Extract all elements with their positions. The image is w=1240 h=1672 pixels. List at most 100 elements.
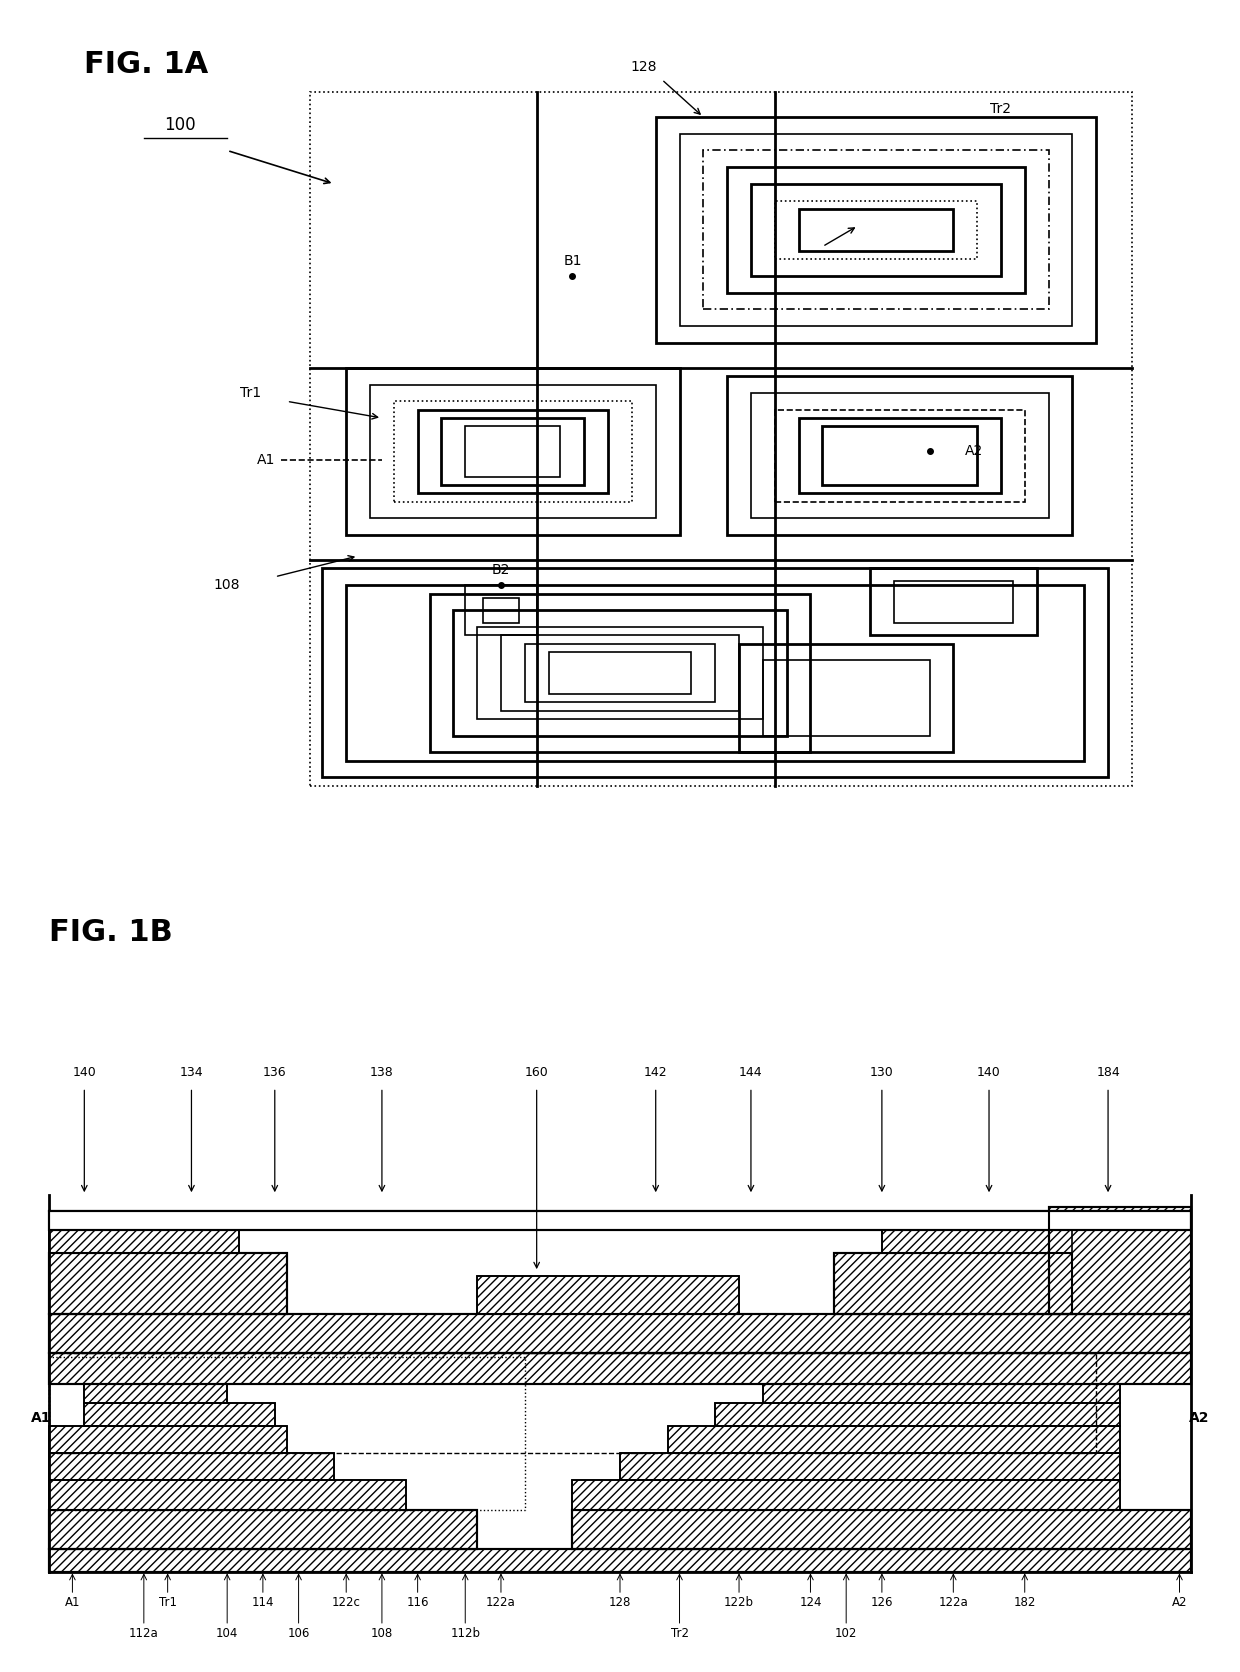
Bar xyxy=(727,167,1024,293)
Bar xyxy=(715,1403,1120,1426)
Text: 184: 184 xyxy=(1096,1065,1120,1078)
Text: 134: 134 xyxy=(180,1065,203,1078)
Bar xyxy=(751,393,1049,518)
Text: A1: A1 xyxy=(31,1411,51,1425)
Text: 106: 106 xyxy=(288,1627,310,1640)
Bar xyxy=(656,117,1096,343)
Bar xyxy=(620,1453,1120,1480)
Bar xyxy=(48,1314,1192,1353)
Text: A2: A2 xyxy=(1172,1597,1187,1608)
Bar xyxy=(775,201,977,259)
Bar xyxy=(835,1252,1073,1314)
Text: 138: 138 xyxy=(370,1065,394,1078)
Bar xyxy=(727,376,1073,535)
Bar xyxy=(84,1403,275,1426)
Bar xyxy=(48,1231,239,1252)
Text: 122b: 122b xyxy=(724,1597,754,1608)
Bar xyxy=(573,1510,1192,1548)
Text: A1: A1 xyxy=(64,1597,81,1608)
Bar xyxy=(48,1314,1192,1353)
Text: Tr2: Tr2 xyxy=(671,1627,688,1640)
Bar xyxy=(573,1480,1120,1510)
Text: 144: 144 xyxy=(739,1065,763,1078)
Text: 182: 182 xyxy=(1013,1597,1035,1608)
Bar xyxy=(703,150,1049,309)
Bar xyxy=(84,1384,227,1403)
Bar xyxy=(48,1548,1192,1572)
Bar xyxy=(1049,1207,1192,1314)
Bar xyxy=(667,1426,1120,1453)
Bar xyxy=(441,418,584,485)
Bar xyxy=(763,1384,1120,1403)
Bar xyxy=(48,1353,1192,1384)
Text: 100: 100 xyxy=(164,117,196,134)
Text: Tr1: Tr1 xyxy=(159,1597,176,1608)
Bar xyxy=(48,1231,239,1252)
Bar xyxy=(751,184,1001,276)
Text: B2: B2 xyxy=(492,563,510,577)
Text: Tr2: Tr2 xyxy=(991,102,1012,115)
Text: 160: 160 xyxy=(525,1065,548,1078)
Bar xyxy=(48,1480,405,1510)
Text: 122a: 122a xyxy=(486,1597,516,1608)
Text: 136: 136 xyxy=(263,1065,286,1078)
Text: A2: A2 xyxy=(965,445,983,458)
Bar xyxy=(429,594,811,752)
Text: 104: 104 xyxy=(216,1627,238,1640)
Bar xyxy=(48,1353,1192,1384)
Text: 108: 108 xyxy=(215,579,241,592)
Bar xyxy=(799,418,1001,493)
Bar xyxy=(573,1480,1120,1510)
Text: 112a: 112a xyxy=(129,1627,159,1640)
Bar xyxy=(894,582,1013,624)
Text: 128: 128 xyxy=(609,1597,631,1608)
Bar xyxy=(84,1384,227,1403)
Bar xyxy=(48,1548,1192,1572)
Text: 126: 126 xyxy=(870,1597,893,1608)
Bar xyxy=(48,1480,405,1510)
Text: 114: 114 xyxy=(252,1597,274,1608)
Bar xyxy=(322,568,1109,777)
Text: 102: 102 xyxy=(835,1627,857,1640)
Bar xyxy=(484,599,518,624)
Text: Tr1: Tr1 xyxy=(241,386,262,400)
Bar xyxy=(882,1231,1073,1252)
Bar xyxy=(620,1453,1120,1480)
Bar xyxy=(715,1403,1120,1426)
Text: A1: A1 xyxy=(257,453,275,466)
Text: A2: A2 xyxy=(1189,1411,1209,1425)
Bar xyxy=(477,627,763,719)
Text: 122c: 122c xyxy=(332,1597,361,1608)
Bar xyxy=(465,585,537,635)
Bar xyxy=(48,1426,286,1453)
Bar xyxy=(680,134,1073,326)
Bar xyxy=(48,1453,335,1480)
Bar xyxy=(48,1426,286,1453)
Bar xyxy=(525,644,715,702)
Bar xyxy=(822,426,977,485)
Bar xyxy=(346,585,1084,761)
Text: FIG. 1A: FIG. 1A xyxy=(84,50,208,79)
Bar xyxy=(1049,1207,1192,1314)
Bar xyxy=(775,410,1024,502)
Bar xyxy=(573,1510,1192,1548)
Bar xyxy=(370,385,656,518)
Bar xyxy=(48,1252,286,1314)
Bar xyxy=(501,635,739,711)
Bar xyxy=(870,568,1037,635)
Text: FIG. 1B: FIG. 1B xyxy=(48,918,172,948)
Bar xyxy=(548,652,692,694)
Bar xyxy=(84,1403,275,1426)
Text: 128: 128 xyxy=(631,60,657,74)
Bar xyxy=(48,1252,286,1314)
Bar xyxy=(477,1276,739,1314)
Bar xyxy=(477,1276,739,1314)
Bar xyxy=(48,1356,525,1510)
Bar xyxy=(48,1211,1192,1231)
Bar xyxy=(882,1231,1073,1252)
Bar xyxy=(48,1353,1096,1453)
Text: 130: 130 xyxy=(870,1065,894,1078)
Text: 124: 124 xyxy=(800,1597,822,1608)
Bar xyxy=(763,660,930,736)
Bar xyxy=(799,209,954,251)
